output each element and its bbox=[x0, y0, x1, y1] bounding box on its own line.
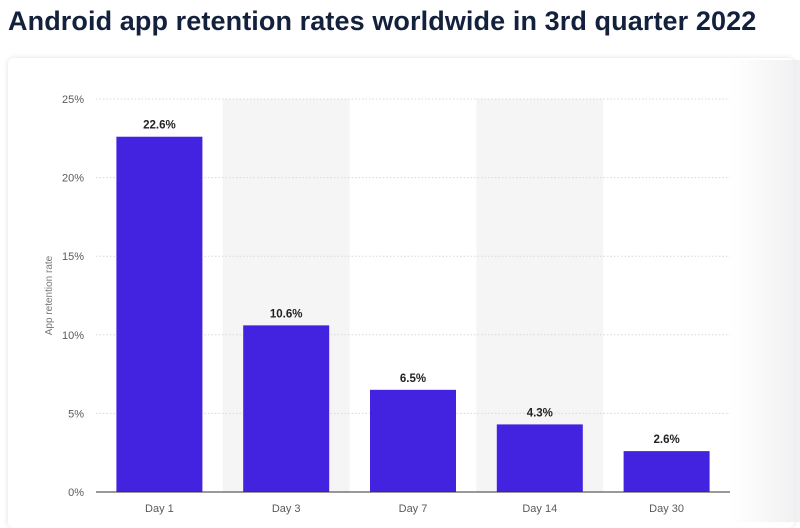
y-axis-ticks: 0% 5% 10% 15% 20% 25% bbox=[62, 94, 84, 499]
chart-title: Android app retention rates worldwide in… bbox=[8, 6, 757, 36]
data-label: 4.3% bbox=[527, 407, 553, 419]
data-labels: 22.6% 10.6% 6.5% 4.3% 2.6% bbox=[143, 120, 680, 446]
x-tick-label: Day 3 bbox=[272, 503, 301, 515]
x-tick-label: Day 30 bbox=[649, 503, 684, 515]
y-tick-label: 15% bbox=[62, 251, 84, 263]
y-tick-label: 10% bbox=[62, 330, 84, 342]
y-tick-label: 0% bbox=[68, 487, 84, 499]
bar-day-14[interactable] bbox=[496, 424, 583, 492]
bar-day-30[interactable] bbox=[623, 451, 710, 492]
y-tick-label: 5% bbox=[68, 408, 84, 420]
bar-day-1[interactable] bbox=[116, 136, 203, 492]
data-label: 22.6% bbox=[143, 120, 176, 132]
bar-day-7[interactable] bbox=[370, 389, 456, 492]
edge-fade bbox=[730, 60, 800, 522]
y-tick-label: 20% bbox=[62, 173, 84, 185]
data-label: 6.5% bbox=[400, 373, 426, 385]
x-tick-label: Day 14 bbox=[522, 503, 557, 515]
y-tick-label: 25% bbox=[62, 94, 84, 106]
x-tick-label: Day 1 bbox=[145, 503, 174, 515]
bars bbox=[116, 136, 710, 492]
y-axis-label: App retention rate bbox=[44, 255, 55, 335]
data-label: 2.6% bbox=[653, 434, 679, 446]
data-label: 10.6% bbox=[270, 308, 303, 320]
x-tick-label: Day 7 bbox=[399, 503, 428, 515]
x-axis-ticks: Day 1 Day 3 Day 7 Day 14 Day 30 bbox=[145, 503, 684, 515]
bar-day-3[interactable] bbox=[243, 325, 330, 492]
